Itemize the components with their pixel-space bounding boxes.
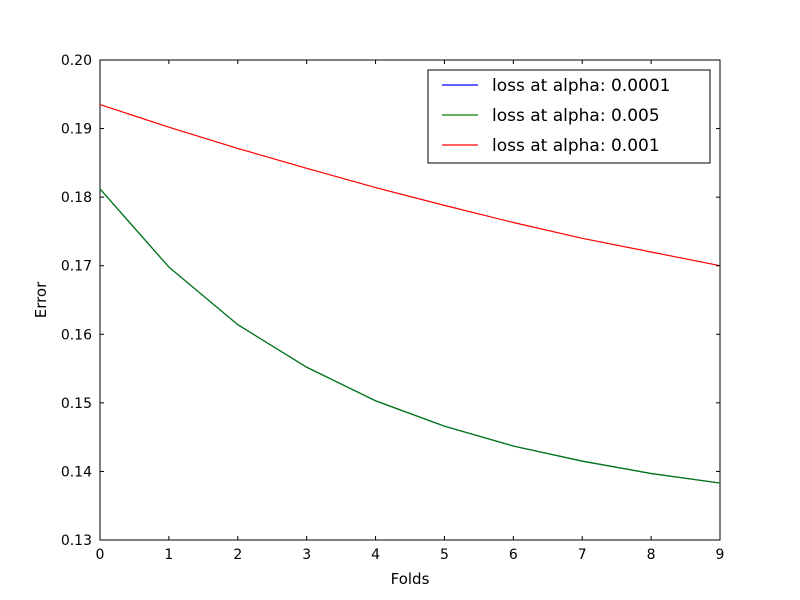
- series-line: [99, 188, 721, 484]
- y-axis: 0.13 0.14 0.15 0.16 0.17 0.18 0.19 0.20: [61, 53, 720, 549]
- series-line: [99, 103, 721, 267]
- legend-label: loss at alpha: 0.001: [492, 136, 660, 156]
- x-tick-label: 7: [578, 547, 587, 563]
- x-tick-label: 2: [233, 547, 242, 563]
- x-tick-label: 5: [440, 547, 449, 563]
- y-axis-label: Error: [32, 281, 50, 318]
- x-tick-label: 9: [716, 547, 725, 563]
- x-tick-label: 1: [164, 547, 173, 563]
- y-tick-label: 0.19: [61, 122, 92, 138]
- y-tick-label: 0.13: [61, 533, 92, 549]
- x-axis: 0 1 2 3 4 5 6 7 8 9: [96, 60, 725, 563]
- x-tick-label: 3: [302, 547, 311, 563]
- x-tick-label: 8: [647, 547, 656, 563]
- series-2: [99, 188, 721, 484]
- x-tick-label: 0: [96, 547, 105, 563]
- legend: loss at alpha: 0.0001 loss at alpha: 0.00…: [427, 69, 711, 164]
- x-axis-label: Folds: [391, 570, 430, 588]
- legend-label: loss at alpha: 0.005: [492, 106, 660, 126]
- y-tick-label: 0.14: [61, 464, 92, 480]
- y-tick-label: 0.20: [61, 53, 92, 69]
- y-tick-label: 0.16: [61, 327, 92, 343]
- y-tick-label: 0.18: [61, 190, 92, 206]
- y-tick-label: 0.15: [61, 396, 92, 412]
- legend-label: loss at alpha: 0.0001: [492, 76, 670, 96]
- series-layer: [99, 103, 721, 484]
- y-tick-label: 0.17: [61, 259, 92, 275]
- x-tick-label: 6: [509, 547, 518, 563]
- x-tick-label: 4: [371, 547, 380, 563]
